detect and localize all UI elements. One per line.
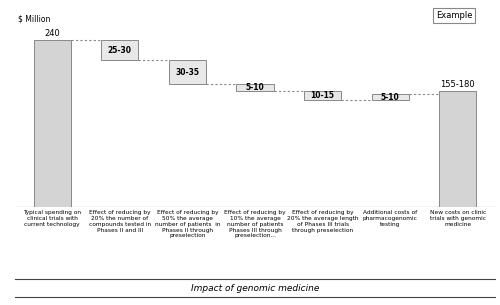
Text: 10-15: 10-15 <box>310 91 334 100</box>
Text: 155-180: 155-180 <box>440 80 475 89</box>
Bar <box>169 60 206 84</box>
Text: Example: Example <box>436 11 472 20</box>
Text: 30-35: 30-35 <box>176 68 200 77</box>
Text: Impact of genomic medicine: Impact of genomic medicine <box>191 284 319 293</box>
Bar <box>101 41 138 60</box>
Bar <box>439 91 476 207</box>
Text: 5-10: 5-10 <box>246 83 264 92</box>
Bar <box>34 41 71 207</box>
Text: $ Million: $ Million <box>18 15 51 24</box>
Bar <box>236 84 274 91</box>
Text: 25-30: 25-30 <box>108 46 132 55</box>
Text: 240: 240 <box>44 29 60 38</box>
Bar <box>372 94 409 100</box>
Bar <box>304 91 341 100</box>
Text: 5-10: 5-10 <box>381 93 400 102</box>
